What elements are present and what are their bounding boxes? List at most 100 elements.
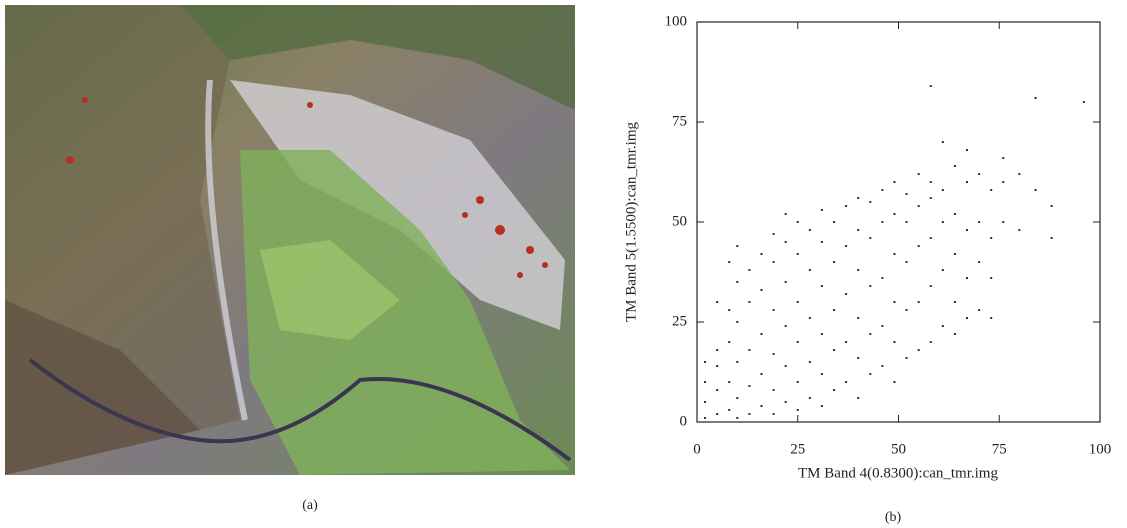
point: [728, 409, 731, 411]
point: [917, 301, 920, 303]
point: [917, 205, 920, 207]
point: [784, 365, 787, 367]
point: [905, 261, 908, 263]
point: [869, 237, 872, 239]
panel-label: (a): [302, 498, 318, 513]
point: [869, 201, 872, 203]
point: [929, 85, 932, 87]
point: [736, 245, 739, 247]
point: [704, 381, 707, 383]
point: [716, 389, 719, 391]
point: [716, 301, 719, 303]
point: [748, 301, 751, 303]
point: [820, 285, 823, 287]
y-tick-label: 0: [680, 413, 688, 429]
point: [893, 381, 896, 383]
point: [833, 349, 836, 351]
point: [728, 341, 731, 343]
point: [953, 165, 956, 167]
point: [1034, 189, 1037, 191]
point: [833, 389, 836, 391]
point: [953, 333, 956, 335]
point: [941, 221, 944, 223]
point: [881, 325, 884, 327]
point: [772, 353, 775, 355]
point: [1034, 97, 1037, 99]
point: [857, 229, 860, 231]
point: [881, 189, 884, 191]
point: [760, 333, 763, 335]
x-tick-label: 100: [1089, 441, 1112, 457]
point: [728, 309, 731, 311]
point: [760, 253, 763, 255]
point: [941, 325, 944, 327]
point: [905, 357, 908, 359]
point: [905, 221, 908, 223]
point: [929, 197, 932, 199]
point: [736, 281, 739, 283]
point: [845, 293, 848, 295]
y-tick-label: 25: [672, 313, 687, 329]
point: [784, 213, 787, 215]
point: [704, 361, 707, 363]
point: [857, 397, 860, 399]
point: [966, 229, 969, 231]
point: [893, 341, 896, 343]
point: [796, 301, 799, 303]
point: [881, 221, 884, 223]
point: [760, 289, 763, 291]
point: [728, 261, 731, 263]
point: [748, 385, 751, 387]
point: [772, 261, 775, 263]
point: [760, 373, 763, 375]
point: [917, 245, 920, 247]
point: [796, 221, 799, 223]
point: [820, 373, 823, 375]
point: [929, 237, 932, 239]
point: [808, 361, 811, 363]
point: [833, 261, 836, 263]
point: [978, 309, 981, 311]
point: [990, 237, 993, 239]
point: [820, 405, 823, 407]
point: [978, 221, 981, 223]
y-tick-label: 75: [672, 113, 687, 129]
point: [808, 229, 811, 231]
point: [1018, 173, 1021, 175]
satellite-image: [5, 5, 575, 475]
point: [748, 349, 751, 351]
point: [905, 309, 908, 311]
point: [784, 401, 787, 403]
point: [796, 341, 799, 343]
point: [845, 341, 848, 343]
point: [808, 317, 811, 319]
y-axis-label: TM Band 5(1.5500):can_tmr.img: [623, 122, 639, 322]
point: [784, 325, 787, 327]
point: [857, 197, 860, 199]
point: [784, 241, 787, 243]
point: [941, 141, 944, 143]
point: [1002, 157, 1005, 159]
point: [820, 333, 823, 335]
point: [736, 417, 739, 419]
point: [966, 317, 969, 319]
point: [808, 269, 811, 271]
point: [881, 365, 884, 367]
point: [881, 277, 884, 279]
plot-frame: [696, 21, 1101, 423]
point: [857, 357, 860, 359]
point: [990, 317, 993, 319]
point: [917, 349, 920, 351]
point: [772, 233, 775, 235]
point: [845, 245, 848, 247]
point: [820, 209, 823, 211]
point: [1018, 229, 1021, 231]
x-tick-label: 75: [992, 441, 1007, 457]
point: [929, 181, 932, 183]
point: [905, 193, 908, 195]
point: [929, 285, 932, 287]
x-tick-label: 0: [693, 441, 701, 457]
point: [772, 309, 775, 311]
